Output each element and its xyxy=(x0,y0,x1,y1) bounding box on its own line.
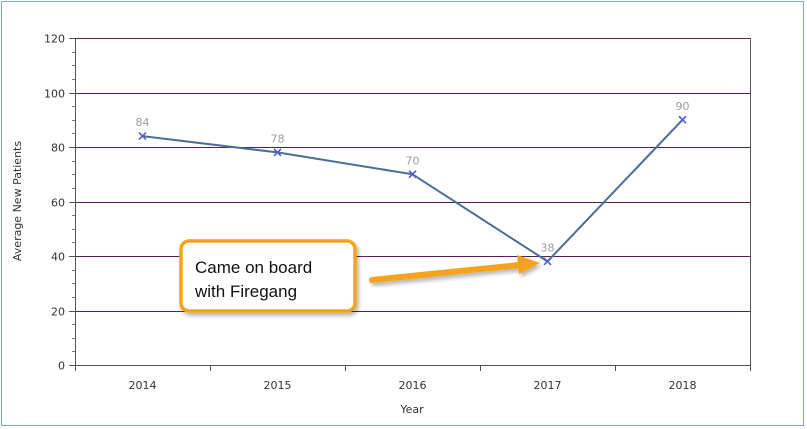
marker-stroke xyxy=(543,257,552,266)
marker-stroke xyxy=(408,170,417,179)
data-label: 38 xyxy=(541,241,555,254)
x-tick-label: 2016 xyxy=(399,379,427,392)
data-label: 90 xyxy=(676,100,690,113)
data-labels: 84 78 70 38 90 xyxy=(136,100,690,255)
callout-box xyxy=(179,239,357,313)
y-tick-labels: 0 20 40 60 80 100 120 xyxy=(44,33,65,373)
marker-stroke xyxy=(273,148,282,157)
y-tick-label: 20 xyxy=(51,306,65,319)
y-axis-title: Average New Patients xyxy=(11,141,24,261)
x-tick-label: 2014 xyxy=(129,379,157,392)
callout: Came on board with Firegang xyxy=(179,239,357,313)
x-tick-label: 2018 xyxy=(669,379,697,392)
data-label: 70 xyxy=(406,154,420,167)
callout-arrow-head xyxy=(517,255,540,274)
data-point-marker xyxy=(408,170,417,179)
data-point-marker xyxy=(273,148,282,157)
y-tick-label: 60 xyxy=(51,197,65,210)
axes xyxy=(69,38,751,371)
callout-arrow xyxy=(369,255,540,283)
x-axis-title: Year xyxy=(399,403,424,416)
x-tick-labels: 2014 2015 2016 2017 2018 xyxy=(129,379,697,392)
y-tick-label: 80 xyxy=(51,142,65,155)
y-tick-label: 40 xyxy=(51,251,65,264)
y-tick-label: 0 xyxy=(58,360,65,373)
marker-stroke xyxy=(138,132,147,141)
y-tick-label: 120 xyxy=(44,33,65,46)
x-tick-label: 2015 xyxy=(264,379,292,392)
markers xyxy=(138,115,687,266)
data-point-marker xyxy=(138,132,147,141)
y-tick-label: 100 xyxy=(44,88,65,101)
marker-stroke xyxy=(678,115,687,124)
data-point-marker xyxy=(678,115,687,124)
callout-line-2: with Firegang xyxy=(194,282,297,301)
data-label: 84 xyxy=(136,116,150,129)
callout-arrow-shaft xyxy=(369,262,523,283)
callout-line-1: Came on board xyxy=(195,258,312,277)
x-tick-label: 2017 xyxy=(534,379,562,392)
data-label: 78 xyxy=(271,132,285,145)
data-point-marker xyxy=(543,257,552,266)
